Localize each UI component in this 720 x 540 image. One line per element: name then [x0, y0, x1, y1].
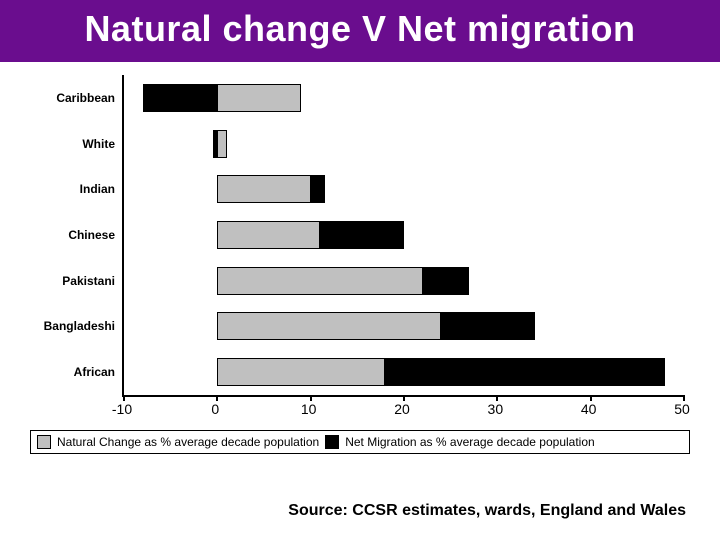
page-title: Natural change V Net migration	[0, 8, 720, 50]
chart: Caribbean White Indian Chinese Pakistani Bang…	[30, 75, 690, 475]
title-bar: Natural change V Net migration	[0, 0, 720, 62]
bar-net-migration	[213, 130, 218, 158]
category-label: Indian	[30, 183, 115, 195]
source-text: Source: CCSR estimates, wards, England a…	[288, 502, 686, 520]
plot-area	[122, 75, 684, 397]
bar-natural-change	[217, 130, 226, 158]
legend: Natural Change as % average decade popul…	[30, 430, 690, 454]
bar-natural-change	[217, 175, 310, 203]
bar-natural-change	[217, 358, 385, 386]
x-tick-label: 50	[674, 401, 690, 417]
category-label: Caribbean	[30, 92, 115, 104]
legend-label-natural-change: Natural Change as % average decade popul…	[57, 435, 319, 449]
category-label: White	[30, 138, 115, 150]
bar-natural-change	[217, 267, 422, 295]
x-tick-label: 10	[301, 401, 317, 417]
bar-natural-change	[217, 84, 301, 112]
slide: Natural change V Net migration Caribbean…	[0, 0, 720, 540]
x-tick-label: 0	[211, 401, 219, 417]
x-tick-label: -10	[112, 401, 132, 417]
category-label: African	[30, 366, 115, 378]
bar-net-migration	[311, 175, 325, 203]
legend-swatch-net-migration	[325, 435, 339, 449]
bar-net-migration	[320, 221, 404, 249]
bar-net-migration	[143, 84, 218, 112]
category-label: Pakistani	[30, 275, 115, 287]
x-tick-label: 30	[488, 401, 504, 417]
category-label: Chinese	[30, 229, 115, 241]
bar-natural-change	[217, 221, 320, 249]
bar-natural-change	[217, 312, 441, 340]
bar-net-migration	[423, 267, 470, 295]
x-tick-label: 20	[394, 401, 410, 417]
category-label: Bangladeshi	[30, 320, 115, 332]
x-tick-label: 40	[581, 401, 597, 417]
legend-swatch-natural-change	[37, 435, 51, 449]
bar-net-migration	[385, 358, 665, 386]
bar-net-migration	[441, 312, 534, 340]
legend-label-net-migration: Net Migration as % average decade popula…	[345, 435, 595, 449]
